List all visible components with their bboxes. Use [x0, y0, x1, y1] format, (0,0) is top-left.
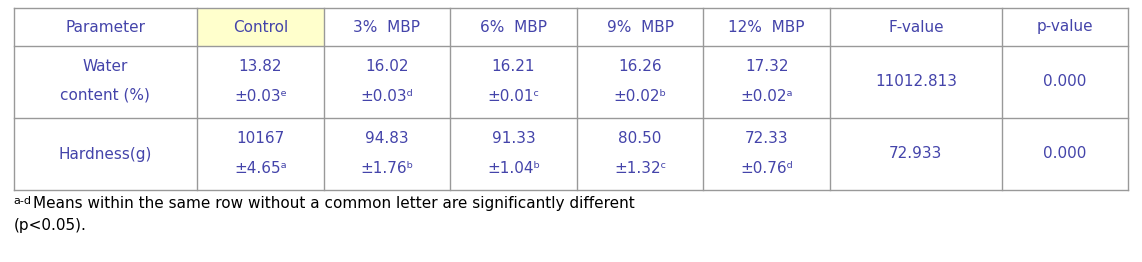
Text: ±0.76ᵈ: ±0.76ᵈ	[740, 161, 793, 176]
Text: 10167: 10167	[236, 131, 284, 146]
Text: 16.02: 16.02	[365, 59, 409, 74]
Text: Hardness(g): Hardness(g)	[58, 146, 152, 161]
Text: ±0.02ᵇ: ±0.02ᵇ	[613, 89, 667, 104]
Bar	[198, 8, 323, 46]
Text: 12%  MBP: 12% MBP	[729, 19, 805, 35]
Text: 0.000: 0.000	[1044, 74, 1087, 90]
Text: ±0.03ᵉ: ±0.03ᵉ	[234, 89, 287, 104]
Text: ±1.76ᵇ: ±1.76ᵇ	[361, 161, 413, 176]
Text: 3%  MBP: 3% MBP	[354, 19, 420, 35]
Text: Water: Water	[82, 59, 128, 74]
Text: 80.50: 80.50	[619, 131, 661, 146]
Text: (p<0.05).: (p<0.05).	[14, 218, 87, 233]
Text: 16.26: 16.26	[618, 59, 662, 74]
Text: 9%  MBP: 9% MBP	[606, 19, 674, 35]
Text: Means within the same row without a common letter are significantly different: Means within the same row without a comm…	[33, 196, 635, 211]
Text: ±1.32ᶜ: ±1.32ᶜ	[614, 161, 666, 176]
Text: 91.33: 91.33	[492, 131, 536, 146]
Text: F-value: F-value	[888, 19, 943, 35]
Text: ±1.04ᵇ: ±1.04ᵇ	[486, 161, 540, 176]
Text: content (%): content (%)	[61, 88, 151, 102]
Text: ±0.03ᵈ: ±0.03ᵈ	[361, 89, 413, 104]
Text: 17.32: 17.32	[745, 59, 788, 74]
Text: p-value: p-value	[1037, 19, 1093, 35]
Text: Parameter: Parameter	[65, 19, 145, 35]
Text: 0.000: 0.000	[1044, 146, 1087, 161]
Text: ±4.65ᵃ: ±4.65ᵃ	[234, 161, 287, 176]
Text: a-d: a-d	[14, 196, 32, 206]
Text: ±0.01ᶜ: ±0.01ᶜ	[488, 89, 539, 104]
Text: 94.83: 94.83	[365, 131, 409, 146]
Text: Control: Control	[233, 19, 288, 35]
Text: ±0.02ᵃ: ±0.02ᵃ	[740, 89, 793, 104]
Text: 72.33: 72.33	[745, 131, 788, 146]
Text: 72.933: 72.933	[890, 146, 942, 161]
Text: 11012.813: 11012.813	[875, 74, 957, 90]
Text: 6%  MBP: 6% MBP	[480, 19, 547, 35]
Text: 13.82: 13.82	[239, 59, 282, 74]
Text: 16.21: 16.21	[492, 59, 536, 74]
